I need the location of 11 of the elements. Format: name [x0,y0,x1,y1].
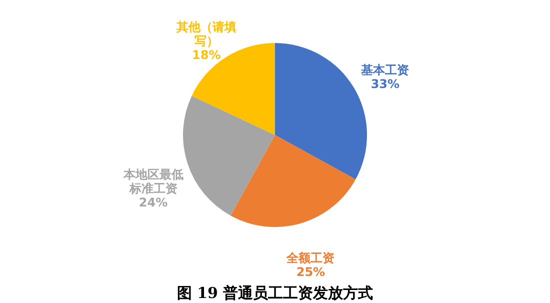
data-label: 18% [192,48,221,62]
slice-label: 其他（请填写） [175,20,236,48]
slice-label: 本地区最低标准工资 [122,168,184,196]
data-label: 24% [138,196,168,210]
data-label: 25% [296,264,326,279]
slice-label: 全额工资 [286,250,335,265]
data-label: 33% [370,76,400,91]
pie-slice [230,135,356,227]
text: 图 19 普通员工工资发放方式 [176,284,374,302]
pie-slice [183,96,275,216]
slice-label: 基本工资 [360,62,410,77]
